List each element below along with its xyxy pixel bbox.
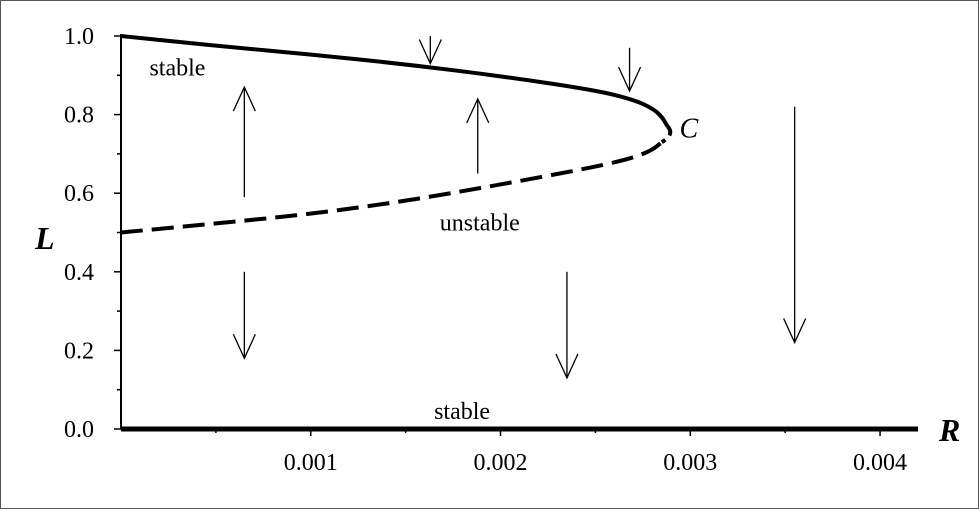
- x-axis-label: R: [938, 412, 960, 448]
- y-axis-label: L: [34, 220, 55, 256]
- axes-layer: 0.0 0.2 0.4 0.6 0.8 1.0 0.001 0.002 0.003 0.004: [64, 24, 907, 476]
- curves-layer: [120, 34, 918, 432]
- stable-branch-curve-0: [120, 34, 670, 128]
- flow-arrow-head: [617, 66, 642, 93]
- unstable-branch-curve: [120, 140, 664, 235]
- y-tick-label: 0.4: [64, 260, 94, 286]
- branch-label: stable: [149, 55, 205, 81]
- turning-point-connector: [660, 125, 673, 144]
- x-tick-label: 0.001: [284, 450, 338, 476]
- y-tick-label: 0.2: [64, 338, 94, 364]
- turning-point-label: C: [680, 113, 699, 144]
- x-tick-label: 0.003: [663, 450, 717, 476]
- x-tick-label: 0.004: [853, 450, 907, 476]
- x-tick-label: 0.002: [474, 450, 528, 476]
- flow-arrow-head: [418, 39, 442, 66]
- flow-arrow-head: [232, 85, 256, 112]
- flow-arrow-head: [783, 318, 807, 345]
- flow-arrow-head: [466, 97, 490, 124]
- flow-arrow-head: [232, 333, 256, 360]
- branch-label: unstable: [440, 211, 520, 237]
- y-tick-label: 0.8: [64, 103, 94, 129]
- branch-label: stable: [434, 399, 490, 425]
- y-tick-label: 1.0: [64, 24, 94, 50]
- y-tick-label: 0.0: [64, 417, 94, 443]
- arrows-layer: [232, 36, 807, 380]
- labels-layer: L R stable unstable stable C: [34, 55, 960, 448]
- flow-arrow-head: [555, 353, 579, 380]
- y-tick-label: 0.6: [64, 181, 94, 207]
